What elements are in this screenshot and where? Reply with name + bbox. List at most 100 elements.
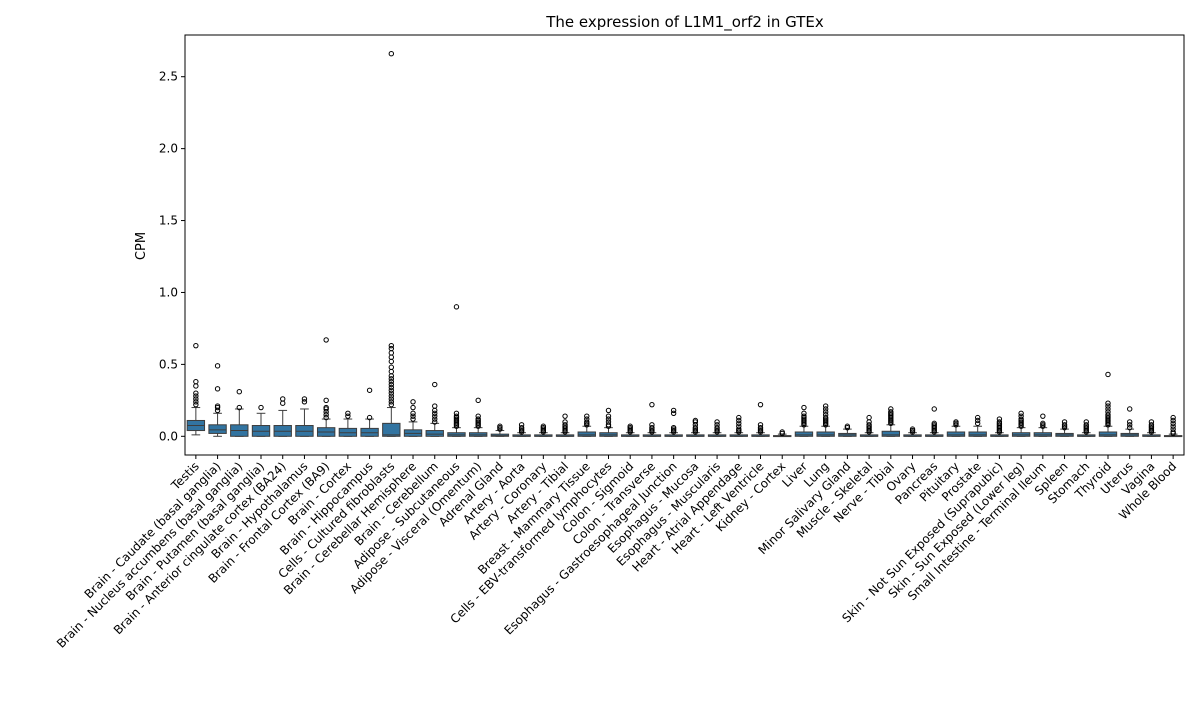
- box-group: [751, 401, 770, 437]
- box-group: [534, 423, 553, 437]
- box-group: [859, 414, 879, 437]
- outlier-point: [801, 404, 807, 411]
- outlier-point: [605, 407, 612, 414]
- outlier-point: [909, 426, 916, 432]
- outlier-point: [453, 410, 460, 416]
- box-group: [925, 406, 944, 437]
- plot-marks: [186, 50, 1183, 438]
- outlier-point: [214, 363, 221, 369]
- outlier-point: [388, 354, 395, 360]
- outlier-point: [410, 404, 416, 411]
- outlier-point: [1061, 419, 1068, 425]
- outlier-point: [388, 368, 395, 375]
- box-group: [1077, 419, 1096, 437]
- y-tick-label: 2.0: [159, 142, 178, 156]
- outlier-point: [1105, 406, 1111, 412]
- outlier-point: [497, 423, 503, 429]
- box-group: [816, 403, 835, 437]
- outlier-point: [388, 358, 395, 365]
- outlier-point: [953, 419, 959, 425]
- outlier-point: [562, 413, 568, 419]
- outlier-point: [801, 413, 807, 419]
- outlier-point: [410, 413, 416, 419]
- outlier-point: [822, 412, 829, 418]
- outlier-point: [562, 422, 568, 428]
- outlier-point: [974, 420, 981, 427]
- y-axis: 0.0 0.5 1.0 1.5 2.0 2.5: [159, 70, 185, 443]
- outlier-point: [388, 381, 395, 388]
- outlier-point: [801, 410, 807, 416]
- outlier-point: [475, 397, 481, 404]
- outlier-point: [323, 414, 329, 421]
- outlier-point: [627, 423, 633, 429]
- outlier-point: [562, 419, 568, 425]
- outlier-point: [714, 419, 720, 425]
- outlier-point: [974, 417, 981, 424]
- box: [946, 431, 966, 437]
- outlier-point: [388, 342, 395, 349]
- outlier-point: [692, 424, 699, 431]
- outlier-point: [432, 407, 438, 414]
- outlier-point: [757, 424, 764, 431]
- outlier-point: [323, 404, 329, 411]
- outlier-point: [605, 413, 612, 419]
- outlier-point: [1083, 422, 1089, 428]
- box-group: [447, 304, 466, 437]
- box-group: [382, 50, 401, 437]
- outlier-point: [432, 413, 438, 419]
- box: [816, 431, 835, 437]
- box-group: [403, 399, 423, 437]
- outlier-point: [301, 399, 308, 405]
- outlier-point: [345, 413, 351, 419]
- outlier-point: [736, 426, 742, 432]
- box-group: [599, 407, 618, 437]
- outlier-point: [866, 422, 872, 428]
- box-group: [1033, 413, 1053, 437]
- box-group: [1120, 406, 1139, 437]
- outlier-point: [453, 304, 460, 310]
- outlier-point: [1040, 420, 1046, 427]
- box-group: [990, 416, 1009, 437]
- outlier-point: [388, 373, 395, 379]
- box-group: [838, 423, 857, 437]
- outlier-point: [1148, 419, 1155, 425]
- y-tick-label: 1.5: [159, 214, 178, 228]
- outlier-point: [388, 350, 395, 356]
- outlier-point: [366, 387, 373, 393]
- y-axis-label: CPM: [134, 232, 149, 260]
- outlier-point: [605, 422, 612, 428]
- outlier-point: [584, 413, 590, 419]
- outlier-point: [844, 423, 851, 429]
- outlier-point: [388, 401, 395, 408]
- box-group: [338, 410, 358, 437]
- box-group: [425, 381, 444, 437]
- outlier-point: [453, 413, 460, 419]
- box-group: [946, 419, 966, 437]
- outlier-point: [1083, 419, 1089, 425]
- box-group: [360, 387, 379, 437]
- outlier-point: [388, 393, 395, 399]
- box-group: [295, 396, 314, 437]
- box-group: [664, 407, 683, 437]
- outlier-point: [736, 420, 742, 427]
- y-tick-label: 1.0: [159, 285, 178, 299]
- outlier-point: [388, 387, 395, 393]
- outlier-point: [388, 390, 395, 396]
- outlier-point: [388, 396, 395, 402]
- outlier-point: [1170, 429, 1176, 435]
- outlier-point: [193, 390, 199, 396]
- outlier-point: [1018, 410, 1024, 416]
- outlier-point: [1170, 414, 1176, 421]
- outlier-point: [1105, 409, 1111, 415]
- outlier-point: [193, 378, 199, 385]
- outlier-point: [1170, 417, 1176, 424]
- outlier-point: [1148, 422, 1155, 428]
- outlier-point: [1127, 424, 1133, 431]
- outlier-point: [410, 410, 416, 416]
- box-group: [230, 389, 249, 437]
- outlier-point: [1127, 419, 1133, 425]
- outlier-point: [388, 378, 395, 385]
- outlier-point: [974, 414, 981, 421]
- outlier-point: [670, 410, 677, 416]
